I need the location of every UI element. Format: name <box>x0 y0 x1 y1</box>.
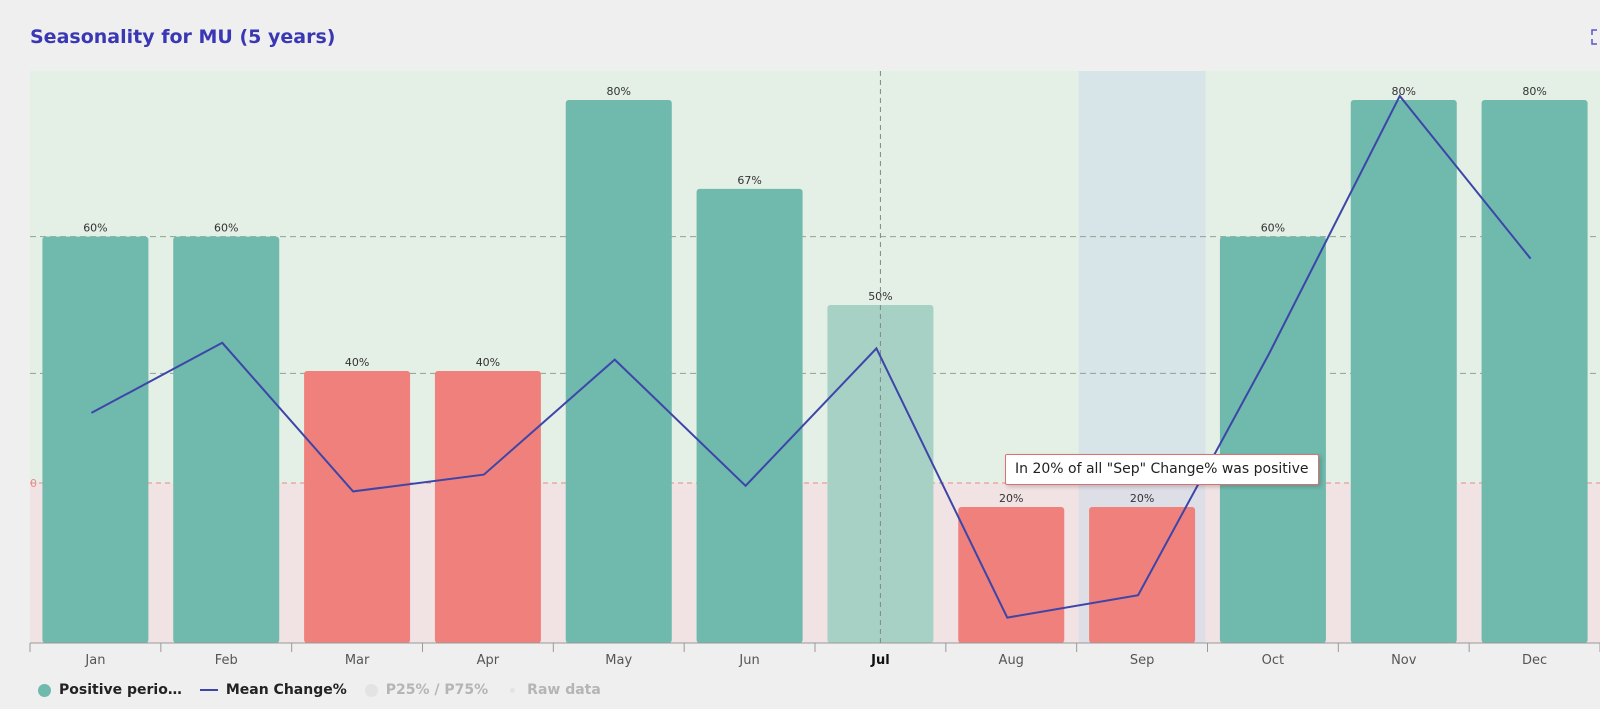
x-tick-label: Jan <box>84 653 105 668</box>
x-tick-label: Nov <box>1391 653 1417 668</box>
bar-nov[interactable] <box>1350 100 1457 643</box>
legend-line-icon <box>199 689 218 691</box>
bar-label: 60% <box>83 222 107 235</box>
negative-region <box>30 483 1600 643</box>
legend-label: Raw data <box>527 682 601 698</box>
bar-label: 40% <box>476 356 500 369</box>
zero-axis-label: 0 <box>30 477 37 490</box>
bar-label: 20% <box>999 492 1023 505</box>
expand-icon[interactable] <box>1591 29 1600 45</box>
x-tick-label: Feb <box>215 653 238 668</box>
x-tick-label: Apr <box>477 653 500 668</box>
x-tick-label: Aug <box>999 653 1024 668</box>
legend-item-mean-change[interactable]: Mean Change% <box>199 682 347 698</box>
bar-dec[interactable] <box>1481 100 1588 643</box>
bar-feb[interactable] <box>173 236 280 643</box>
x-tick-label: Jun <box>738 653 759 668</box>
bar-mar[interactable] <box>304 371 411 643</box>
bar-jan[interactable] <box>42 236 149 643</box>
mean-change-line <box>90 94 1532 619</box>
x-tick-label: Sep <box>1130 653 1155 668</box>
x-tick-label: Mar <box>345 653 370 668</box>
bar-oct[interactable] <box>1219 236 1326 643</box>
chart-legend: Positive perio… Mean Change% P25% / P75%… <box>38 681 619 699</box>
bar-label: 67% <box>737 174 761 187</box>
legend-circle-icon <box>364 683 378 697</box>
bar-label: 20% <box>1130 492 1154 505</box>
legend-label: Positive perio… <box>59 682 182 698</box>
legend-item-raw-data[interactable]: Raw data <box>506 682 601 698</box>
legend-item-percentiles[interactable]: P25% / P75% <box>364 682 489 698</box>
bar-label: 60% <box>1261 222 1285 235</box>
bar-label: 80% <box>607 85 631 98</box>
chart-tooltip: In 20% of all "Sep" Change% was positive <box>1005 454 1319 485</box>
legend-circle-icon <box>38 683 51 697</box>
x-tick-label: Oct <box>1262 653 1284 668</box>
bar-label: 40% <box>345 356 369 369</box>
legend-dot-icon <box>510 687 516 693</box>
x-tick-label: May <box>605 653 632 668</box>
bar-aug[interactable] <box>958 507 1065 643</box>
bar-jun[interactable] <box>696 188 803 644</box>
bar-label: 80% <box>1392 85 1416 98</box>
bar-jul[interactable] <box>827 305 934 643</box>
bar-sep[interactable] <box>1089 507 1196 643</box>
legend-item-positive-periods[interactable]: Positive perio… <box>38 682 182 698</box>
legend-label: P25% / P75% <box>385 682 489 698</box>
legend-label: Mean Change% <box>225 682 347 698</box>
bar-apr[interactable] <box>434 371 541 643</box>
bar-label: 60% <box>214 222 238 235</box>
x-tick-label: Jul <box>870 653 890 668</box>
bar-label: 80% <box>1522 85 1546 98</box>
bar-may[interactable] <box>565 100 672 643</box>
x-tick-label: Dec <box>1522 653 1547 668</box>
page-title: Seasonality for MU (5 years) <box>30 26 336 48</box>
